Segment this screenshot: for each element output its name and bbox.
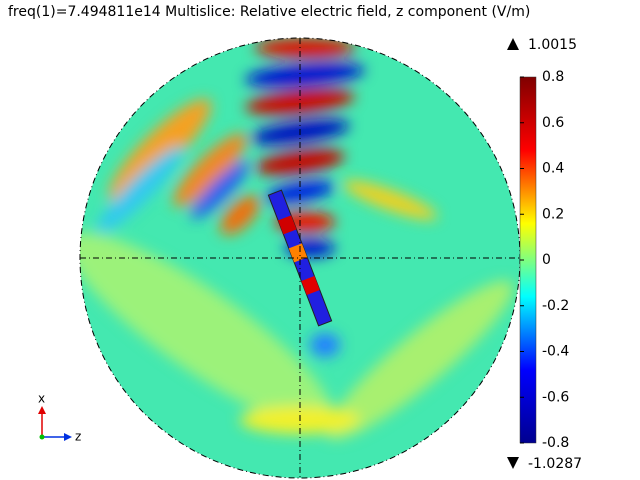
colorbar-tick-label: -0.8	[542, 435, 569, 451]
colorbar-tick-label: 0.4	[542, 161, 564, 177]
colorbar-tick-label: -0.6	[542, 389, 569, 405]
colorbar-tick-label: 0.8	[542, 69, 564, 85]
colorbar-tick-label: 0	[542, 252, 551, 268]
colorbar-tick-label: 0.6	[542, 115, 564, 131]
axis-triad: x z	[38, 392, 81, 444]
axis-label: z	[75, 430, 81, 444]
axis-label: x	[38, 392, 45, 406]
field	[80, 38, 520, 478]
colorbar-tick-label: 0.2	[542, 206, 564, 222]
plot-title: freq(1)=7.494811e14 Multislice: Relative…	[8, 4, 530, 20]
colorbar-tick-label: -0.2	[542, 298, 569, 314]
max-label: 1.0015	[528, 37, 577, 53]
min-label: -1.0287	[528, 456, 582, 472]
colorbar-tick-label: -0.4	[542, 344, 569, 360]
